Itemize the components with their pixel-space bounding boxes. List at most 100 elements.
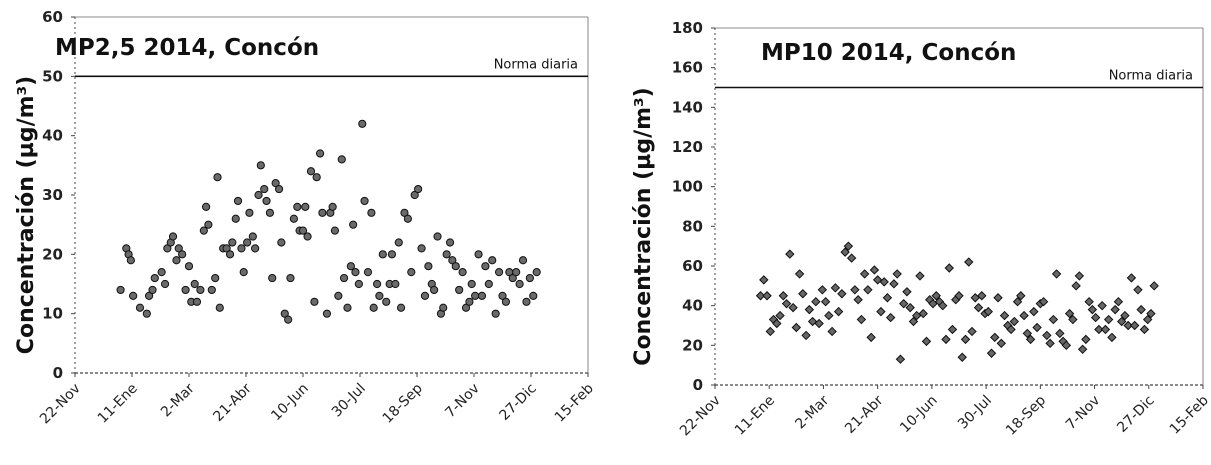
- mp25-data-point: [339, 273, 349, 283]
- mp25-data-point: [116, 285, 125, 295]
- mp25-data-point: [471, 291, 480, 300]
- mp25-data-point: [351, 268, 360, 277]
- mp10-data-point: [892, 269, 902, 279]
- mp25-data-point: [142, 309, 151, 318]
- mp25-data-point: [245, 208, 254, 217]
- mp25-y-tick-label: 60: [42, 8, 63, 26]
- mp25-data-point: [181, 285, 190, 295]
- mp10-data-point: [885, 312, 896, 323]
- mp25-data-point: [316, 149, 325, 158]
- mp25-data-point: [254, 190, 263, 200]
- mp25-data-point: [488, 256, 497, 265]
- mp10-data-point: [1081, 334, 1091, 345]
- mp10-data-point: [1100, 324, 1111, 335]
- mp25-y-axis-label: Concentración (µg/m³): [14, 76, 39, 354]
- mp25-data-point: [306, 167, 316, 176]
- mp25-data-point: [204, 220, 213, 229]
- mp10-data-point: [993, 293, 1003, 303]
- mp25-data-point: [231, 214, 240, 223]
- mp10-data-point: [1129, 320, 1140, 331]
- mp25-x-tick-label: 11-Ene: [95, 381, 141, 427]
- mp10-data-point: [759, 275, 769, 285]
- mp25-data-point: [448, 256, 457, 265]
- mp25-data-point: [192, 297, 202, 306]
- mp10-data-point: [941, 334, 951, 345]
- mp10-data-point: [856, 314, 867, 325]
- mp10-data-point: [1139, 324, 1150, 335]
- mp25-data-point: [400, 208, 409, 217]
- mp25-data-point: [410, 190, 419, 200]
- mp25-data-point: [262, 196, 271, 206]
- mp25-x-tick-label: 27-Dic: [497, 381, 540, 424]
- mp10-data-point: [850, 285, 860, 295]
- mp25-data-point: [515, 279, 524, 289]
- mp10-data-point: [1032, 322, 1042, 333]
- mp10-data-point: [785, 249, 795, 259]
- mp10-data-point: [837, 289, 847, 299]
- mp10-data-point: [895, 354, 906, 364]
- mp25-data-point: [172, 256, 181, 265]
- mp25-data-point: [375, 291, 384, 300]
- mp10-data-point: [827, 326, 837, 337]
- mp10-data-point: [801, 330, 811, 341]
- mp10-data-point: [1077, 344, 1088, 355]
- mp25-data-point: [160, 279, 170, 289]
- mp10-data-point: [964, 257, 974, 267]
- mp10-data-point: [1113, 296, 1124, 307]
- mp10-x-tick-label: 2-Mar: [792, 392, 832, 432]
- mp10-data-point: [977, 291, 987, 301]
- mp10-data-point: [879, 277, 889, 287]
- mp25-data-point: [215, 303, 224, 312]
- mp10-data-point: [1025, 334, 1036, 345]
- mp25-data-point: [445, 238, 455, 247]
- mp25-data-point: [184, 262, 194, 271]
- mp25-data-point: [312, 173, 321, 182]
- mp25-data-point: [237, 244, 246, 253]
- mp25-data-point: [373, 279, 382, 289]
- mp25-y-tick-label: 30: [42, 186, 63, 204]
- mp10-data-point: [1126, 273, 1137, 283]
- mp10-y-tick-label: 60: [682, 257, 703, 275]
- mp25-data-point: [163, 244, 172, 253]
- mp25-data-point: [532, 268, 541, 277]
- mp10-data-point: [1038, 296, 1049, 307]
- mp25-chart: 0 10 20 30 40 50 60 22-Nov 11-Ene 2-Mar 21-Abr 10-J…: [0, 0, 600, 465]
- mp10-chart: 0 20 40 60 80 100 120 140 160 180 22-Nov 11-Ene 2-Ma…: [620, 0, 1211, 465]
- mp10-data-point: [1110, 304, 1120, 315]
- mp25-data-point: [135, 303, 145, 312]
- mp10-data-point: [833, 306, 844, 317]
- mp10-data-point: [1068, 314, 1078, 325]
- mp25-x-tick-label: 10-Jun: [268, 381, 312, 425]
- mp25-data-point: [168, 232, 178, 241]
- mp10-x-tick-label: 27-Dic: [1114, 393, 1157, 436]
- mp10-chart-svg: 0 20 40 60 80 100 120 140 160 180 22-Nov 11-Ene 2-Ma…: [631, 19, 1211, 439]
- mp25-data-point: [228, 238, 237, 247]
- mp25-data-point: [274, 184, 284, 194]
- mp25-x-tick-label: 18-Sep: [380, 380, 426, 426]
- mp10-data-point: [1103, 314, 1114, 325]
- mp10-x-tick-label: 30-Jul: [955, 393, 995, 433]
- mp10-y-axis-label: Concentración (µg/m³): [631, 87, 656, 365]
- mp25-y-tick-label: 10: [42, 305, 63, 323]
- mp25-data-point: [512, 268, 521, 277]
- mp10-data-point: [1051, 269, 1062, 279]
- mp10-data-point: [772, 318, 782, 329]
- mp25-data-point: [211, 273, 220, 283]
- mp10-data-point: [1107, 332, 1117, 343]
- mp25-data-point: [354, 279, 363, 289]
- mp25-data-point: [202, 202, 211, 211]
- mp25-data-point: [420, 291, 430, 300]
- mp25-data-point: [318, 208, 327, 217]
- mp25-data-point: [474, 250, 483, 259]
- mp25-x-tick-label: 2-Mar: [158, 380, 198, 420]
- mp25-data-point: [233, 196, 243, 206]
- mp10-x-tick-label: 21-Abr: [842, 392, 887, 437]
- mp25-data-point: [330, 226, 340, 235]
- mp10-data-point: [846, 253, 857, 263]
- mp10-data-point: [778, 291, 789, 301]
- mp10-data-point: [1016, 291, 1026, 301]
- mp25-data-point: [256, 161, 265, 170]
- mp10-data-point: [859, 269, 870, 279]
- mp10-data-point: [999, 310, 1010, 321]
- mp25-data-point: [458, 268, 467, 277]
